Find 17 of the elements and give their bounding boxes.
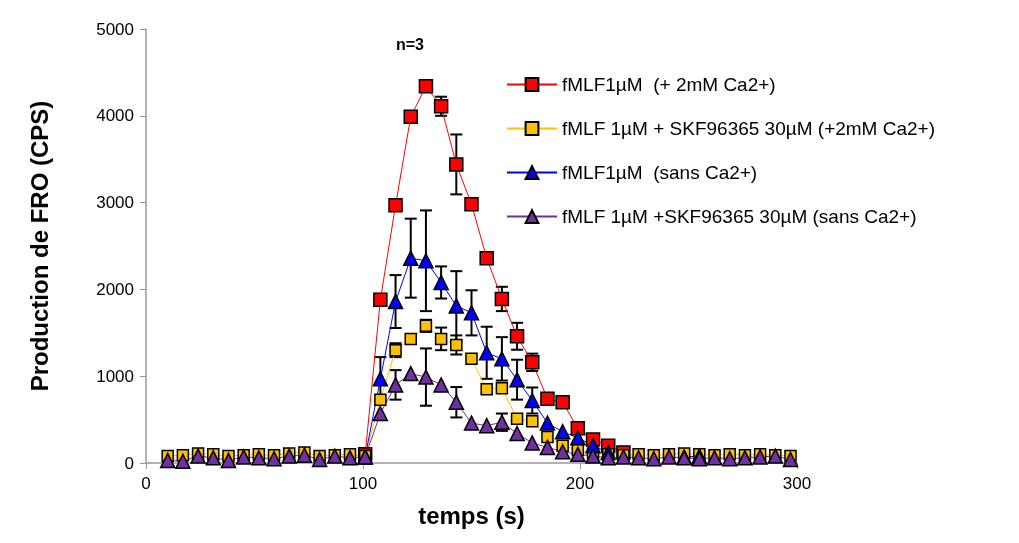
legend-label: fMLF1µM (sans Ca2+) — [562, 162, 758, 183]
y-tick-label: 2000 — [96, 279, 134, 299]
y-tick-label: 3000 — [96, 193, 134, 213]
legend-label: fMLF 1µM +SKF96365 30µM (sans Ca2+) — [562, 206, 917, 227]
y-tick-label: 1000 — [96, 366, 134, 386]
y-tick-label: 5000 — [96, 19, 134, 39]
y-tick-label: 4000 — [96, 106, 134, 126]
legend-label: fMLF1µM (+ 2mM Ca2+) — [562, 74, 776, 95]
x-tick-label: 300 — [782, 474, 812, 493]
legend-label: fMLF 1µM + SKF96365 30µM (+2mM Ca2+) — [562, 118, 936, 139]
x-tick-label: 0 — [141, 474, 151, 493]
x-axis-title: temps (s) — [418, 501, 525, 529]
annotation: n=3 — [396, 35, 425, 53]
x-tick-label: 200 — [565, 474, 595, 493]
y-axis-title: Production de FRO (CPS) — [25, 100, 53, 392]
x-tick-label: 100 — [348, 474, 378, 493]
y-tick-label: 0 — [124, 453, 134, 473]
